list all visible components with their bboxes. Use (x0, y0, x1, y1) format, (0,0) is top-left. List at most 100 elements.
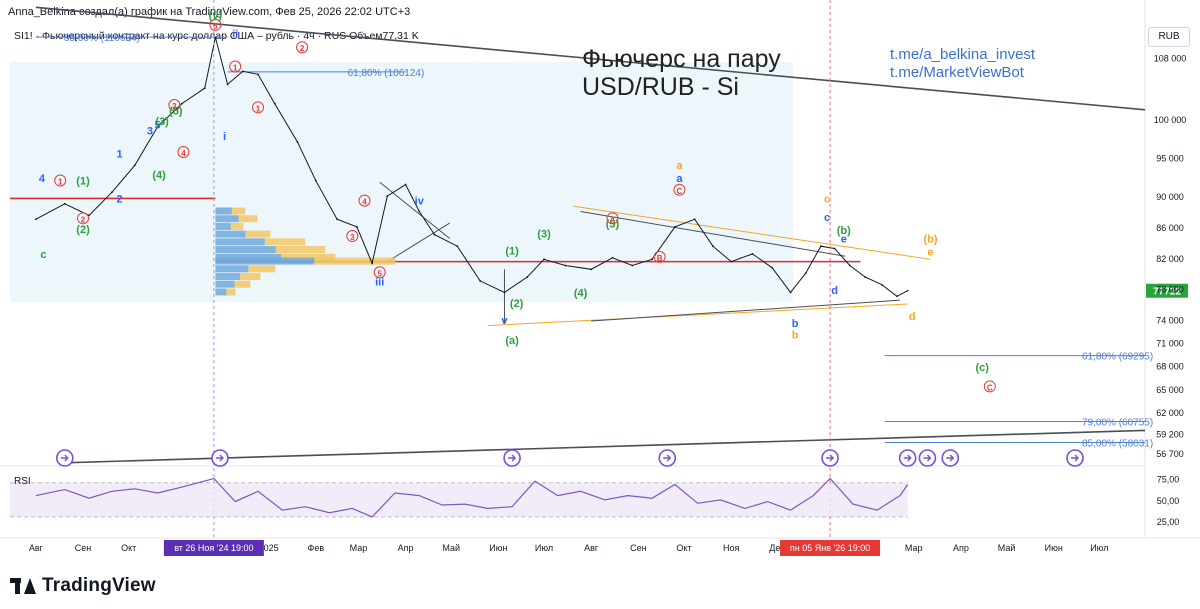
wave-label: (a) (505, 335, 519, 347)
time-tick-label: Апр (398, 543, 414, 553)
price-point (631, 264, 634, 267)
inner-channel-top[interactable] (580, 211, 846, 257)
wave-label: (4) (152, 169, 166, 181)
price-tick-label: 100 000 (1154, 115, 1187, 125)
price-point (111, 191, 113, 194)
price-point (712, 245, 714, 248)
wave-label-circle (168, 99, 181, 112)
volume-profile-bar-orange (264, 238, 306, 246)
price-point (314, 179, 317, 182)
price-point (273, 102, 276, 105)
fib-level-label: 79,00% (60755) (1082, 418, 1153, 429)
price-point (526, 276, 529, 278)
time-tick-label: Июн (1045, 543, 1063, 553)
price-point (820, 245, 822, 248)
wave-label: 5 (377, 269, 382, 278)
time-tick-label: Апр (953, 543, 969, 553)
wave-label: 1 (256, 104, 261, 113)
wave-label: (b) (837, 225, 851, 237)
wave-label: (b) (923, 233, 937, 245)
wave-label: 4 (181, 149, 186, 158)
volume-profile-bar-blue (215, 238, 265, 246)
volume-profile-bar-blue (215, 222, 231, 230)
volume-profile-bar-orange (226, 288, 236, 296)
inner-channel-bottom[interactable] (591, 299, 901, 322)
time-tick-label: Мар (905, 543, 923, 553)
link-belkina-invest[interactable]: t.me/a_belkina_invest (890, 46, 1036, 63)
wave-label-circle (346, 230, 359, 243)
price-point (864, 276, 866, 278)
triangle-upper-line[interactable] (572, 205, 931, 260)
price-point (503, 291, 506, 294)
wave-label: B (657, 254, 663, 263)
price-point (693, 218, 696, 221)
tradingview-wordmark: TradingView (42, 575, 156, 596)
tradingview-logo[interactable]: TradingView (10, 574, 156, 598)
time-tick-label: Май (998, 543, 1016, 553)
price-tick-label: 74 000 (1156, 315, 1184, 325)
cursor-date-tag (163, 540, 264, 556)
wave-label: (3) (155, 116, 169, 128)
wave-label: (2) (76, 224, 90, 236)
wave-label: (5) (169, 105, 183, 117)
rsi-tick-label: 50,00 (1157, 496, 1180, 506)
link-marketviewbot[interactable]: t.me/MarketViewBot (890, 64, 1025, 81)
wave-label: a (676, 160, 683, 172)
volume-profile-bar-blue (215, 207, 232, 215)
price-point (479, 279, 482, 282)
price-chart[interactable]: 85,00% (110624) 61,80% (106124) 61,80% (69… (0, 0, 1200, 570)
volume-profile-bar-blue (215, 288, 227, 296)
wave-label-circle (373, 266, 386, 279)
volume-profile-bar-orange (234, 280, 251, 288)
wave-label: a (676, 173, 683, 185)
price-point (336, 218, 339, 221)
price-point (880, 283, 883, 286)
wave-label: 1 (233, 63, 238, 72)
wave-label: c (824, 212, 830, 224)
price-tick-label: 59 200 (1156, 429, 1184, 439)
price-point (34, 218, 37, 221)
rsi-tick-label: 25,00 (1157, 517, 1180, 527)
time-tick-label: Фев (307, 543, 324, 553)
wave-label: (1) (505, 246, 519, 258)
fib-level-label: 61,80% (69295) (1082, 352, 1153, 363)
cursor-date-label: пн 05 Янв '26 19:00 (790, 543, 870, 553)
wave-label-circle (983, 380, 996, 393)
volume-profile-bar-blue (215, 215, 239, 223)
trendline-lower[interactable] (64, 429, 1146, 464)
tradingview-logo-icon (10, 578, 36, 594)
signal-arrow-icon (508, 454, 517, 462)
wave-label: iii (375, 277, 384, 289)
wave-label: b (792, 330, 799, 342)
last-price-label: 77722 (1153, 287, 1181, 298)
time-tick-label: Сен (75, 543, 92, 553)
price-point (673, 226, 676, 228)
price-point (133, 164, 136, 167)
time-tick-label: Ноя (723, 543, 740, 553)
currency-button[interactable]: RUB (1148, 27, 1190, 47)
price-point (804, 272, 807, 275)
price-point (418, 210, 421, 213)
wave-label-circle (229, 60, 242, 73)
rsi-series-line[interactable] (35, 477, 909, 518)
volume-profile-bar-orange (281, 253, 336, 261)
wave-label: 3 (172, 102, 177, 111)
cursor-date-label: вт 26 Ноя '24 19:00 (174, 543, 253, 553)
wedge-line-bottom[interactable] (387, 222, 450, 263)
time-tick-label: Окт (121, 543, 136, 553)
price-point (564, 264, 567, 267)
price-tick-label: 86 000 (1156, 223, 1184, 233)
wave-label: b (792, 318, 799, 330)
price-point (848, 264, 851, 267)
triangle-lower-line[interactable] (487, 303, 908, 327)
wave-label: (4) (574, 287, 588, 299)
wedge-line-top[interactable] (379, 181, 451, 239)
wave-label: C (987, 383, 993, 392)
price-point (433, 233, 436, 236)
price-point (833, 247, 836, 250)
wave-label-circle (54, 174, 67, 187)
wave-label: i (223, 131, 226, 143)
time-tick-label: Окт (676, 543, 691, 553)
time-tick-label: 2025 (259, 543, 279, 553)
wave-label: ii (232, 28, 238, 40)
